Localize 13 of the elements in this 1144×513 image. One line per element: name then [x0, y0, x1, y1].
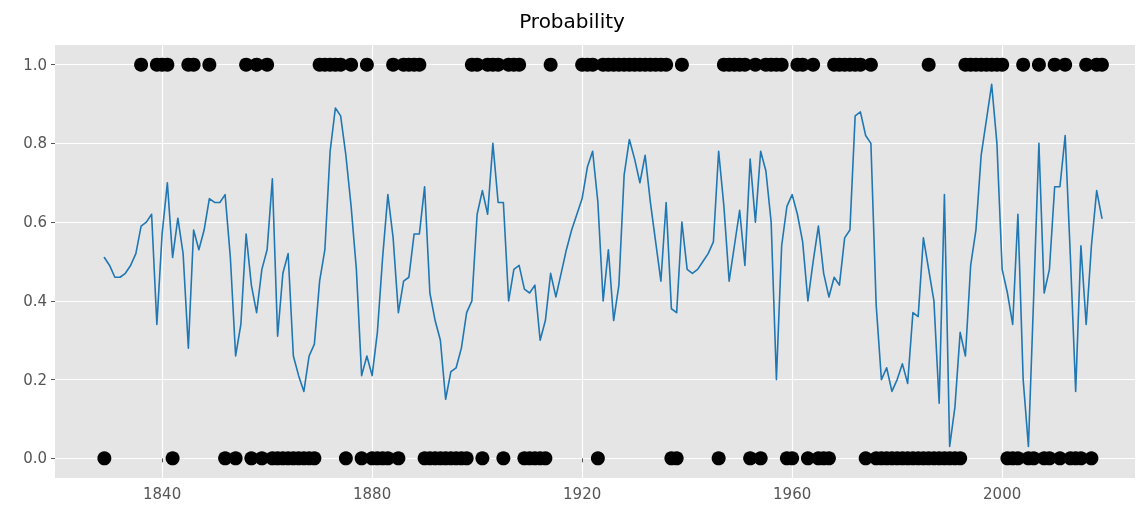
x-tick-label: 2000 — [983, 484, 1022, 503]
line-series — [103, 83, 1103, 448]
y-tick-label: 1.0 — [23, 55, 47, 74]
x-tick-label: 1920 — [563, 484, 602, 503]
y-tick-label: 0.4 — [23, 291, 47, 310]
x-tick-label: 1880 — [353, 484, 392, 503]
x-tick-label: 1840 — [143, 484, 182, 503]
y-tick-label: 0.8 — [23, 134, 47, 153]
y-tick-label: 0.0 — [23, 449, 47, 468]
x-tick-label: 1960 — [773, 484, 812, 503]
y-tick-label: 0.6 — [23, 213, 47, 232]
chart-title: Probability — [519, 9, 626, 33]
y-tick-label: 0.2 — [23, 370, 47, 389]
